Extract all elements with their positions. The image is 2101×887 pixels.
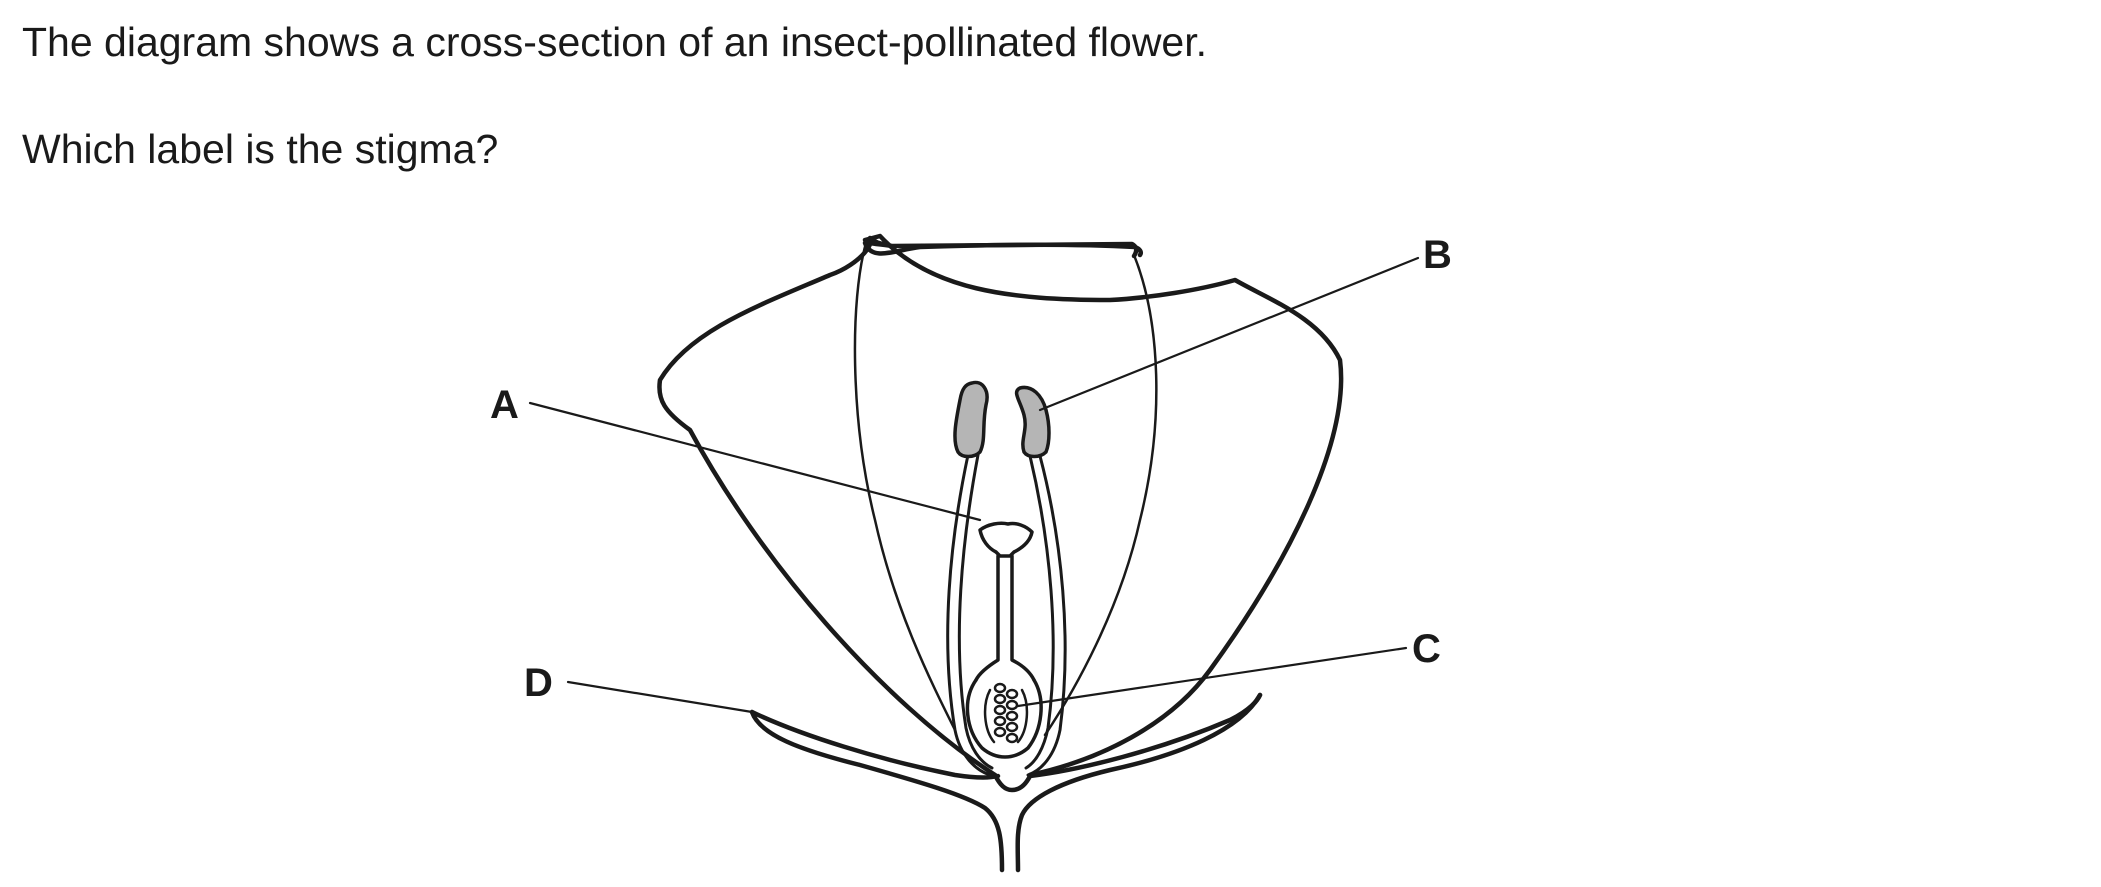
style-left <box>974 554 1000 682</box>
style-right <box>1010 554 1036 682</box>
sepal-left-lower <box>749 709 1005 873</box>
label-d: D <box>524 661 553 705</box>
ovules <box>993 682 1019 744</box>
anther-right <box>1014 385 1051 459</box>
stamen-right-filament <box>1026 454 1067 777</box>
ovary-wall <box>965 678 1043 759</box>
question-prompt-text: Which label is the stigma? <box>22 126 499 172</box>
label-a: A <box>490 383 519 427</box>
label-b: B <box>1423 233 1452 277</box>
label-a-pointer <box>528 401 982 522</box>
receptacle-center <box>992 772 1033 793</box>
question-intro-text: The diagram shows a cross-section of an … <box>22 19 1208 65</box>
label-b-pointer <box>1038 256 1420 412</box>
label-c: C <box>1412 627 1441 671</box>
label-d-pointer <box>566 680 754 714</box>
stigma <box>978 521 1034 558</box>
front-petal-top-edge <box>863 239 1139 259</box>
label-c-pointer <box>1016 646 1408 708</box>
outer-petal-outline <box>657 233 1344 778</box>
sepal-right-lower <box>1015 692 1263 873</box>
sepal-left <box>749 709 1001 780</box>
front-petal-left-side <box>853 241 957 732</box>
front-petal-right-side <box>1043 253 1158 737</box>
anther-left <box>953 380 989 459</box>
stamen-left-filament-inner <box>957 453 994 770</box>
stamen-right-filament-inner <box>1024 454 1055 770</box>
ovary-inner-wall <box>983 688 1029 744</box>
